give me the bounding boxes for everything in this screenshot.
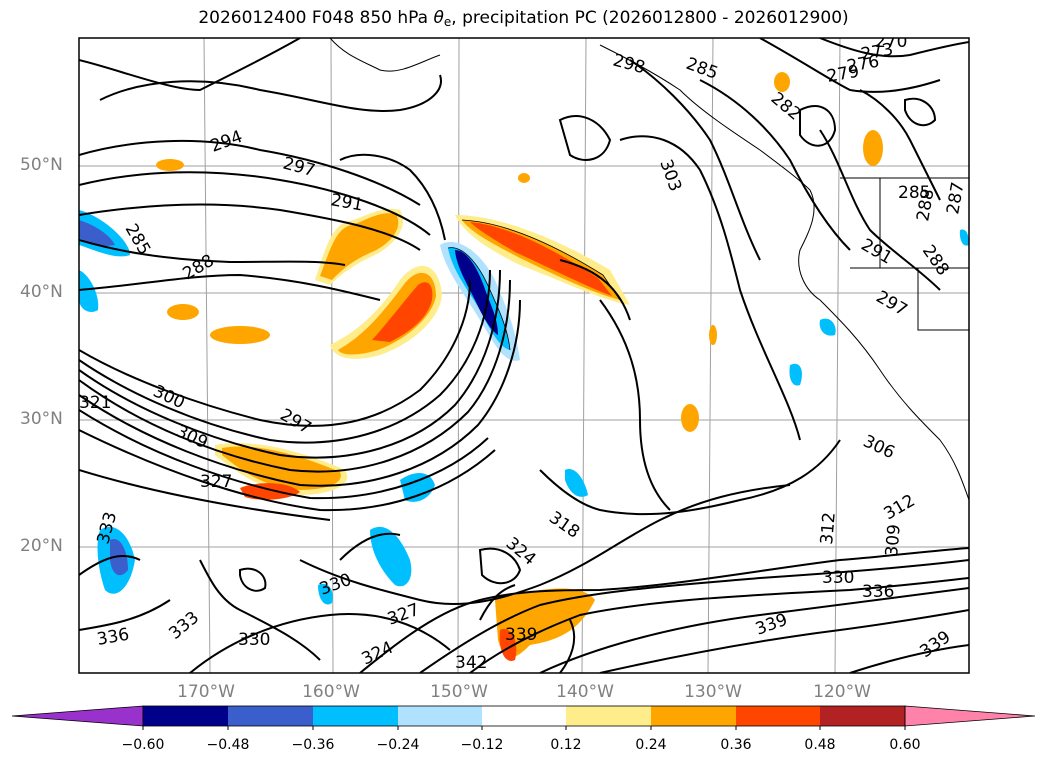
contour-label: 288 xyxy=(918,241,953,279)
contour-label: 321 xyxy=(79,393,111,413)
colorbar-tick-label: −0.60 xyxy=(121,737,165,753)
latitude-label: 20°N xyxy=(20,536,63,556)
contour-label: 306 xyxy=(860,431,898,463)
contour-label: 336 xyxy=(95,625,130,650)
contour-label: 297 xyxy=(277,405,315,439)
contour-label: 330 xyxy=(238,630,270,650)
contour-label: 312 xyxy=(881,491,919,525)
contour-label: 318 xyxy=(545,508,583,543)
contour-label: 300 xyxy=(150,381,188,413)
contour-label: 298 xyxy=(611,51,648,79)
colorbar-tick-label: 0.36 xyxy=(720,737,752,753)
contour-label: 285 xyxy=(898,183,930,203)
longitude-label: 170°W xyxy=(177,682,235,702)
latitude-label: 40°N xyxy=(20,282,63,302)
contour-label: 342 xyxy=(455,653,487,673)
longitude-label: 120°W xyxy=(813,682,871,702)
contour-label: 309 xyxy=(173,421,211,453)
contour-label: 294 xyxy=(208,127,245,157)
contour-label: 282 xyxy=(767,89,805,125)
contour-label: 291 xyxy=(329,190,364,215)
colorbar-tick-label: 0.24 xyxy=(635,737,667,753)
colorbar-tick-label: −0.36 xyxy=(291,737,335,753)
contour-label: 297 xyxy=(873,287,911,321)
contour-label: 297 xyxy=(281,154,318,182)
contour-label: 333 xyxy=(94,510,122,547)
coastlines xyxy=(329,38,969,501)
latitude-label: 30°N xyxy=(20,409,63,429)
longitude-label: 160°W xyxy=(302,682,360,702)
map-frame xyxy=(78,37,970,674)
longitude-label: 130°W xyxy=(684,682,742,702)
contour-label: 339 xyxy=(916,627,954,662)
contour-label: 330 xyxy=(822,568,854,588)
contour-label: 324 xyxy=(502,534,540,570)
contour-label: 333 xyxy=(165,608,203,644)
contour-label: 285 xyxy=(121,221,155,259)
contour-label: 270 xyxy=(875,32,907,52)
longitude-label: 140°W xyxy=(556,682,614,702)
contour-label: 327 xyxy=(385,600,422,630)
theta-e-contours xyxy=(79,38,969,673)
contour-label: 330 xyxy=(317,570,354,600)
contour-label: 309 xyxy=(882,523,905,557)
colorbar xyxy=(11,705,1036,730)
contour-label: 288 xyxy=(180,251,218,285)
colorbar-tick-label: −0.48 xyxy=(206,737,250,753)
colorbar-tick-label: 0.48 xyxy=(804,737,836,753)
contour-label: 339 xyxy=(753,610,790,640)
colorbar-tick-label: −0.24 xyxy=(376,737,420,753)
gridlines xyxy=(79,38,969,673)
contour-label: 336 xyxy=(862,582,894,602)
contour-label: 327 xyxy=(200,472,232,492)
contour-label: 324 xyxy=(359,638,397,670)
colorbar-tick-label: 0.60 xyxy=(889,737,921,753)
contour-label: 303 xyxy=(655,157,685,194)
contour-label: 291 xyxy=(858,235,896,269)
contour-label: 285 xyxy=(683,54,720,84)
contour-label: 339 xyxy=(505,625,537,645)
contour-label: 312 xyxy=(817,511,840,545)
colorbar-tick-label: −0.12 xyxy=(460,737,504,753)
latitude-label: 50°N xyxy=(20,155,63,175)
contour-label: 287 xyxy=(943,180,968,215)
colorbar-tick-label: 0.12 xyxy=(550,737,582,753)
map-title: 2026012400 F048 850 hPa θe, precipitatio… xyxy=(198,8,849,29)
longitude-label: 150°W xyxy=(430,682,488,702)
contour-label: 288 xyxy=(913,187,938,222)
